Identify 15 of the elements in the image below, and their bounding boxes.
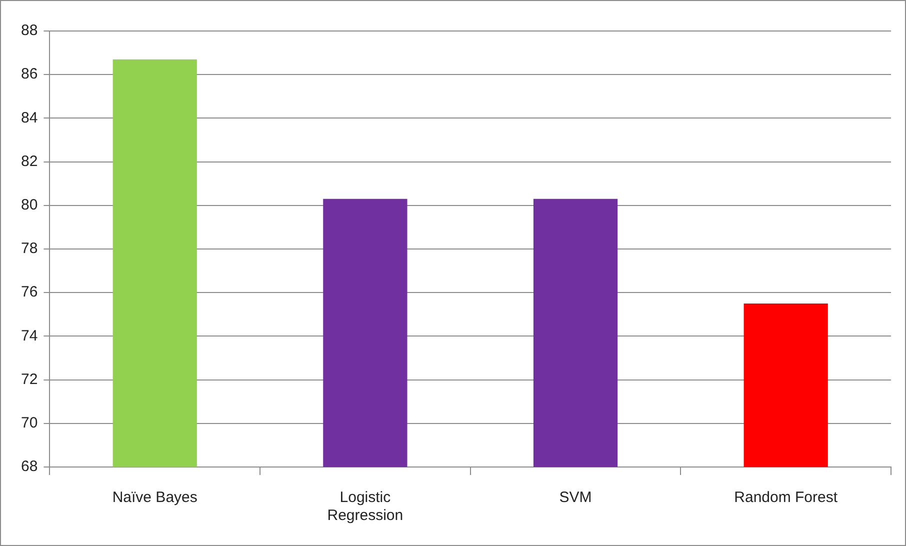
- y-tick-label: 72: [20, 370, 38, 388]
- x-tick-label: Logistic Regression: [327, 489, 404, 524]
- y-tick-label: 78: [20, 240, 38, 258]
- x-tick-label: Naïve Bayes: [112, 489, 198, 506]
- y-tick-label: 80: [20, 196, 38, 214]
- x-tick-label: Random Forest: [734, 489, 838, 506]
- y-tick-label: 74: [20, 327, 38, 344]
- y-tick-label: 68: [20, 458, 38, 476]
- y-tick-label: 76: [20, 284, 38, 301]
- y-tick-label: 86: [20, 66, 38, 83]
- y-tick-label: 82: [20, 152, 38, 170]
- y-tick-label: 88: [20, 22, 38, 40]
- y-tick-label: 70: [20, 414, 38, 432]
- y-tick-label: 84: [20, 109, 38, 126]
- x-tick-label: SVM: [559, 489, 592, 506]
